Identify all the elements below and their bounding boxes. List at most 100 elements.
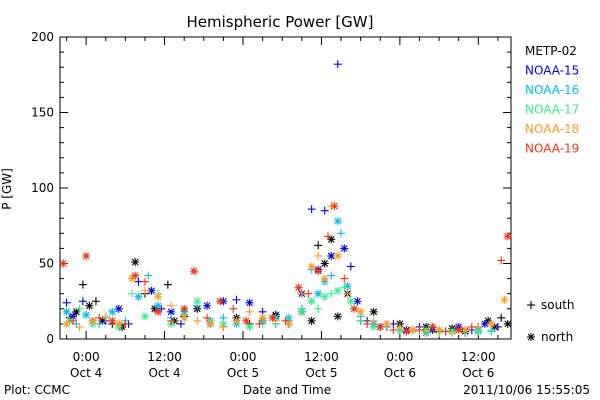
noaa-19-south-point [389,325,398,334]
y-tick-label: 150 [31,106,54,120]
x-tick-time-label: 0:00 [73,350,100,364]
noaa-19-north-point [154,307,163,316]
x-tick-date-label: Oct 6 [462,366,494,380]
noaa-15-north-point [203,301,212,310]
noaa-17-south-point [340,283,349,292]
noaa-19-south-point [340,274,349,283]
noaa-19-north-point [180,304,189,313]
metp-02-south-point [314,241,323,250]
noaa-18-north-point [333,251,342,260]
noaa-19-north-point [82,251,91,260]
noaa-17-north-point [140,312,149,321]
x-tick-time-label: 0:00 [386,350,413,364]
legend-noaa-18: NOAA-18 [525,122,579,136]
noaa-15-south-point [493,322,502,331]
noaa-18-south-point [369,316,378,325]
metp-02-south-point [497,313,506,322]
noaa-19-south-point [203,313,212,322]
noaa-15-south-point [78,297,87,306]
legend: METP-02 NOAA-15 NOAA-16 NOAA-17 NOAA-18 NOAA-… [525,44,579,156]
y-tick-label: 0 [46,332,54,346]
noaa-18-south-point [167,301,176,310]
noaa-17-north-point [320,292,329,301]
x-tick-time-label: 12:00 [304,350,339,364]
noaa-15-north-point [114,304,123,313]
x-axis: 0:00 Oct 4 12:00 Oct 4 0:00 Oct 5 12:00 Oct 5 0:… [66,37,499,380]
noaa-18-north-point [382,319,391,328]
noaa-18-north-point [114,319,123,328]
noaa-19-north-point [131,271,140,280]
metp-02-south-point [91,297,100,306]
noaa-19-south-point [441,327,450,336]
noaa-15-south-point [62,298,71,307]
noaa-19-north-point [108,316,117,325]
noaa-15-north-point [327,251,336,260]
noaa-17-north-point [346,297,355,306]
y-tick-label: 50 [39,257,54,271]
noaa-19-south-point [363,319,372,328]
chart-title: Hemispheric Power [GW] [187,13,374,31]
noaa-19-north-point [216,297,225,306]
noaa-16-north-point [108,307,117,316]
noaa-18-north-point [320,274,329,283]
y-axis: 0 50 100 150 200 [31,30,511,346]
noaa-18-south-point [343,289,352,298]
noaa-16-south-point [144,271,153,280]
y-tick-label: 100 [31,181,54,195]
noaa-19-north-point [268,313,277,322]
noaa-15-south-point [346,262,355,271]
noaa-19-south-point [140,277,149,286]
metp-02-north-point [320,259,329,268]
noaa-16-north-point [82,310,91,319]
marker-legend: south north [527,298,575,344]
metp-02-south-point [163,280,172,289]
noaa-18-north-point [206,319,215,328]
marker-legend-north-symbol [527,333,535,341]
noaa-16-north-point [333,217,342,226]
noaa-19-south-point [497,256,506,265]
noaa-15-south-point [176,319,185,328]
x-tick-date-label: Oct 6 [384,366,416,380]
noaa-19-south-point [467,322,476,331]
noaa-19-south-point [229,304,238,313]
noaa-19-south-point [281,316,290,325]
x-tick-time-label: 12:00 [461,350,496,364]
noaa-16-north-point [154,301,163,310]
plot-frame [59,36,512,340]
noaa-17-south-point [356,316,365,325]
noaa-19-north-point [376,322,385,331]
noaa-18-south-point [245,307,254,316]
metp-02-north-point [503,319,512,328]
noaa-19-north-point [428,322,437,331]
legend-noaa-19: NOAA-19 [525,142,579,156]
noaa-19-south-point [323,232,332,241]
noaa-19-north-point [294,283,303,292]
noaa-19-south-point [69,316,78,325]
noaa-16-north-point [314,289,323,298]
noaa-18-south-point [219,322,228,331]
metp-02-north-point [307,316,316,325]
marker-legend-north-label: north [541,330,573,344]
noaa-15-north-point [245,298,254,307]
noaa-19-north-point [454,325,463,334]
noaa-15-south-point [307,205,316,214]
noaa-19-south-point [95,313,104,322]
noaa-15-south-point [232,295,241,304]
noaa-19-north-point [350,304,359,313]
noaa-15-north-point [353,297,362,306]
metp-02-north-point [131,257,140,266]
noaa-19-north-point [314,267,323,276]
legend-noaa-16: NOAA-16 [525,83,579,97]
noaa-18-north-point [258,313,267,322]
noaa-17-north-point [333,286,342,295]
noaa-17-south-point [327,289,336,298]
noaa-18-south-point [395,322,404,331]
noaa-18-north-point [356,307,365,316]
plot-credit: Plot: CCMC [4,383,70,397]
noaa-18-north-point [180,313,189,322]
y-tick-label: 200 [31,30,54,44]
noaa-17-north-point [193,297,202,306]
x-axis-label: Date and Time [243,383,331,397]
marker-legend-south-label: south [541,298,575,312]
noaa-16-south-point [337,229,346,238]
